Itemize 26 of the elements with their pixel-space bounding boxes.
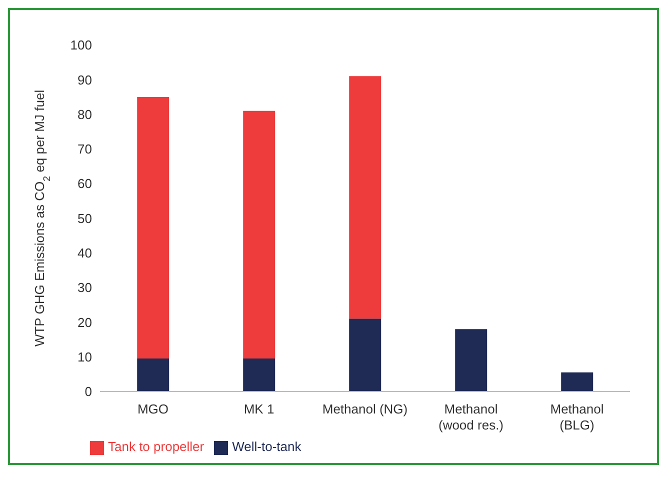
legend-label: Well-to-tank [232, 439, 302, 454]
bar [137, 96, 170, 359]
bar [349, 318, 382, 392]
x-tick-label: MK 1 [244, 401, 274, 416]
y-tick-label: 10 [78, 349, 92, 364]
y-tick-label: 30 [78, 280, 92, 296]
bar [349, 76, 382, 319]
bar [137, 358, 170, 392]
legend-label: Tank to propeller [108, 439, 204, 454]
y-tick-label: 60 [78, 176, 92, 192]
x-tick-label: Methanol (wood res.) [438, 401, 504, 432]
y-tick-label: 0 [84, 384, 92, 400]
y-tick-label: 80 [78, 106, 92, 122]
y-tick-label: 90 [78, 72, 92, 88]
y-tick-label: 20 [78, 314, 92, 330]
x-tick-label: Methanol (BLG) [550, 401, 604, 432]
y-tick-label: 50 [78, 210, 92, 226]
y-tick-label: 40 [78, 245, 92, 260]
bar [561, 372, 594, 392]
bar [243, 358, 276, 392]
bar [455, 329, 488, 392]
x-tick-label: MGO [137, 401, 169, 416]
y-tick-label: 70 [78, 142, 92, 157]
y-tick-label: 100 [70, 38, 92, 53]
bar [243, 110, 276, 359]
x-tick-label: Methanol (NG) [322, 401, 408, 416]
